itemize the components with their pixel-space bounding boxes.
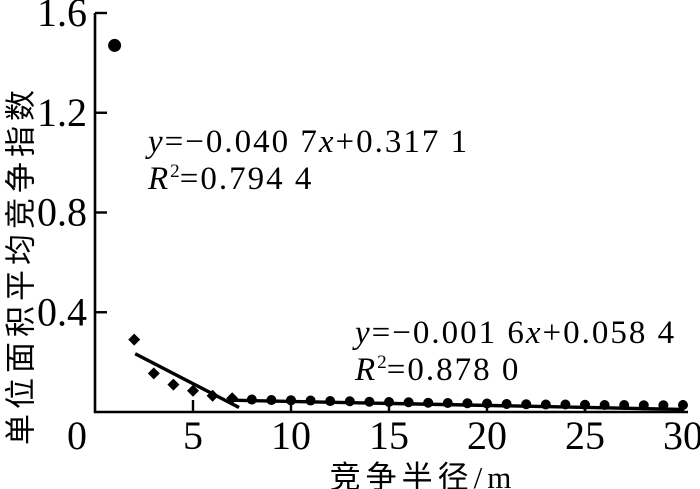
x-tick-label: 30 [663, 413, 700, 458]
x-axis-title: 竞争半径/m [329, 460, 517, 489]
equation-y-variable: y [355, 315, 372, 351]
data-point-diamond [167, 378, 180, 391]
data-point-circle [521, 399, 532, 410]
r-exponent: 2 [377, 352, 387, 373]
data-point-circle [423, 397, 434, 408]
x-tick-label: 20 [467, 413, 507, 458]
data-point-circle [462, 398, 473, 409]
data-point-circle [344, 396, 355, 407]
data-point-circle [266, 395, 277, 406]
data-point-circle [619, 400, 630, 411]
data-point-diamond [206, 389, 219, 402]
data-point-circle [384, 397, 394, 408]
data-point-diamond [147, 367, 160, 380]
data-point-circle [599, 400, 610, 411]
data-point-circle [305, 395, 316, 406]
y-tick-label: 0.8 [37, 190, 87, 235]
regression-equation-1: y=−0.040 7x+0.317 1 [148, 124, 469, 161]
r-squared-2: R2=0.878 0 [355, 352, 676, 389]
y-tick-label: 1.6 [37, 0, 87, 35]
x-tick-label: 10 [271, 413, 311, 458]
x-tick-label: 0 [67, 413, 87, 458]
x-tick-label: 25 [565, 413, 605, 458]
r-squared-value: =0.878 0 [386, 352, 521, 388]
data-point-circle [442, 398, 453, 409]
data-point-circle [658, 400, 669, 411]
r-symbol: R [148, 161, 171, 197]
equation-intercept-text: +0.058 4 [542, 315, 677, 351]
data-point-circle [364, 396, 375, 407]
data-point-circle [540, 399, 551, 410]
r-exponent: 2 [170, 161, 180, 182]
data-point-circle [325, 396, 336, 407]
trend-line [232, 398, 684, 412]
regression-annotation-2: y=−0.001 6x+0.058 4 R2=0.878 0 [355, 315, 676, 389]
equation-intercept-text: +0.317 1 [335, 124, 470, 160]
equation-slope-text: =−0.040 7 [164, 124, 319, 160]
regression-equation-2: y=−0.001 6x+0.058 4 [355, 315, 676, 352]
data-point-circle [580, 399, 590, 410]
data-point-diamond [226, 392, 239, 405]
data-point-circle [560, 399, 571, 410]
data-point-diamond [128, 333, 141, 346]
r-symbol: R [355, 352, 378, 388]
data-point-circle [286, 395, 296, 406]
equation-slope-text: =−0.001 6 [371, 315, 526, 351]
data-point-circle [482, 398, 492, 409]
regression-annotation-1: y=−0.040 7x+0.317 1 R2=0.794 4 [148, 124, 469, 198]
r-squared-1: R2=0.794 4 [148, 161, 469, 198]
y-tick-label: 0.4 [37, 289, 87, 334]
data-point-circle [501, 399, 512, 410]
data-point-diamond [187, 384, 199, 397]
data-point-circle [638, 400, 649, 411]
data-point-circle [403, 397, 414, 408]
x-tick-label: 5 [183, 413, 203, 458]
equation-x-variable: x [525, 315, 543, 351]
y-tick-label: 1.2 [37, 90, 87, 135]
data-point-circle [108, 38, 122, 52]
axis-spine [93, 13, 688, 414]
data-point-circle [678, 400, 688, 411]
equation-x-variable: x [318, 124, 336, 160]
trend-line [134, 352, 240, 410]
data-point-circle [246, 394, 257, 405]
x-tick-label: 15 [369, 413, 409, 458]
equation-y-variable: y [148, 124, 165, 160]
y-axis-title: 单位面积平均竞争指数 [3, 85, 39, 445]
r-squared-value: =0.794 4 [179, 161, 314, 197]
